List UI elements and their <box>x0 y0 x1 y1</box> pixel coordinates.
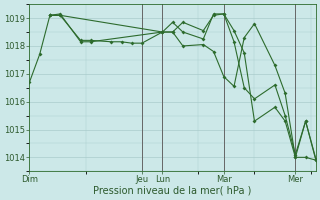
X-axis label: Pression niveau de la mer( hPa ): Pression niveau de la mer( hPa ) <box>93 186 252 196</box>
